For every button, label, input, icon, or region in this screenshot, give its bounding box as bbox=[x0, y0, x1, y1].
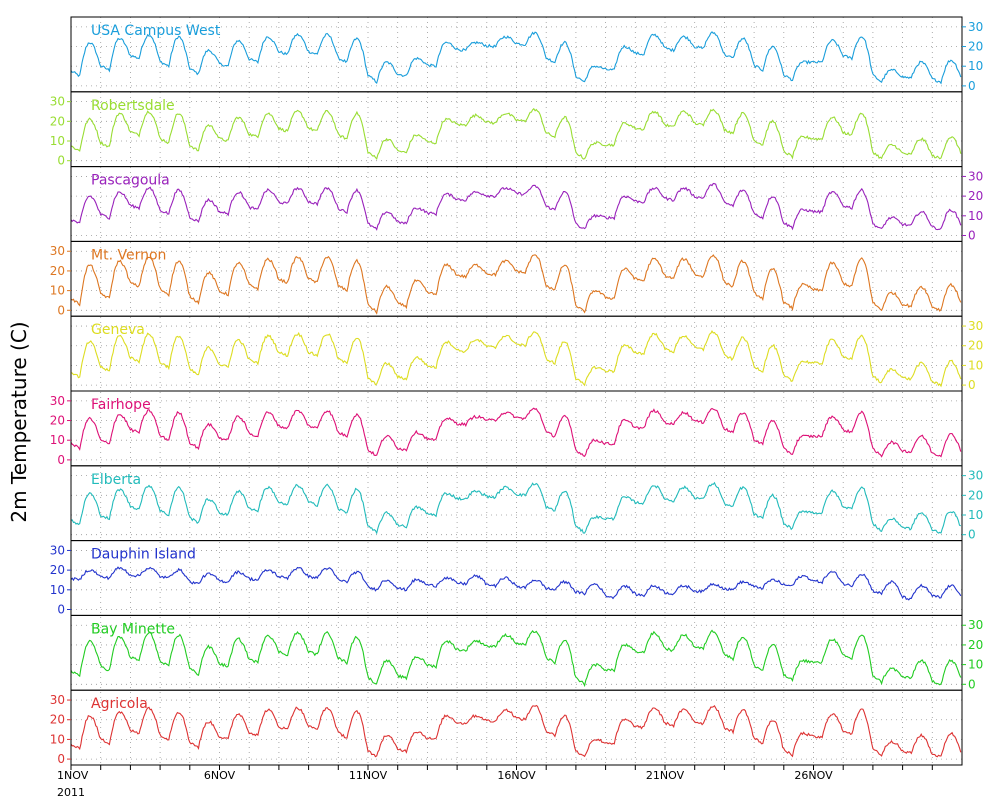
series-line-bay-minette bbox=[70, 629, 962, 688]
series-line-fairhope bbox=[70, 407, 962, 458]
y-tick-label: 0 bbox=[57, 602, 65, 616]
series-label-mt-vernon: Mt. Vernon bbox=[91, 247, 166, 263]
frame-layer bbox=[67, 16, 966, 770]
y-tick-label: 10 bbox=[50, 134, 65, 148]
series-label-fairhope: Fairhope bbox=[91, 397, 151, 413]
y-tick-label: 0 bbox=[57, 303, 65, 317]
y-axis-label: 2m Temperature (C) bbox=[7, 321, 31, 522]
series-label-pascagoula: Pascagoula bbox=[91, 173, 170, 189]
series-line-geneva bbox=[70, 330, 962, 388]
y-tick-label: 30 bbox=[968, 20, 983, 34]
y-tick-label: 30 bbox=[968, 169, 983, 183]
y-tick-label: 0 bbox=[968, 228, 976, 242]
series-line-agricola bbox=[70, 704, 962, 758]
y-tick-label: 0 bbox=[968, 79, 976, 93]
x-tick-label: 26NOV bbox=[794, 769, 833, 782]
series-label-elberta: Elberta bbox=[91, 472, 141, 488]
y-tick-label: 20 bbox=[968, 189, 983, 203]
y-tick-label: 30 bbox=[968, 469, 983, 483]
series-line-dauphin-island bbox=[70, 566, 962, 601]
series-label-usa-campus-west: USA Campus West bbox=[91, 23, 221, 39]
y-tick-label: 0 bbox=[57, 752, 65, 766]
y-tick-label: 30 bbox=[50, 693, 65, 707]
series-line-elberta bbox=[70, 481, 962, 535]
y-tick-label: 20 bbox=[968, 339, 983, 353]
y-tick-label: 20 bbox=[50, 713, 65, 727]
y-tick-label: 10 bbox=[968, 508, 983, 522]
series-layer bbox=[70, 31, 962, 758]
x-tick-label: 21NOV bbox=[646, 769, 685, 782]
y-tick-label: 10 bbox=[50, 732, 65, 746]
series-label-geneva: Geneva bbox=[91, 322, 145, 338]
y-tick-label: 30 bbox=[968, 618, 983, 632]
y-tick-label: 30 bbox=[50, 95, 65, 109]
y-tick-label: 20 bbox=[50, 114, 65, 128]
x-tick-label: 16NOV bbox=[497, 769, 536, 782]
y-tick-label: 10 bbox=[50, 284, 65, 298]
label-layer: USA Campus West 0 10 20 30 Robertsdale 0 10 20 30… bbox=[50, 20, 984, 782]
y-tick-label: 20 bbox=[50, 264, 65, 278]
y-tick-label: 0 bbox=[968, 677, 976, 691]
y-tick-label: 0 bbox=[968, 528, 976, 542]
y-tick-label: 10 bbox=[968, 209, 983, 223]
x-axis-year-label: 2011 bbox=[57, 786, 85, 799]
series-line-pascagoula bbox=[70, 182, 962, 231]
y-tick-label: 30 bbox=[50, 244, 65, 258]
y-tick-label: 20 bbox=[968, 488, 983, 502]
y-tick-label: 30 bbox=[50, 543, 65, 557]
series-line-usa-campus-west bbox=[70, 31, 962, 85]
y-tick-label: 30 bbox=[50, 394, 65, 408]
y-tick-label: 10 bbox=[968, 59, 983, 73]
y-tick-label: 20 bbox=[968, 638, 983, 652]
x-tick-label: 6NOV bbox=[204, 769, 236, 782]
y-tick-label: 10 bbox=[968, 658, 983, 672]
y-tick-label: 30 bbox=[968, 319, 983, 333]
y-tick-label: 10 bbox=[50, 433, 65, 447]
y-tick-label: 20 bbox=[50, 414, 65, 428]
y-tick-label: 0 bbox=[57, 453, 65, 467]
x-tick-label: 1NOV bbox=[57, 769, 89, 782]
series-label-dauphin-island: Dauphin Island bbox=[91, 547, 196, 563]
x-tick-label: 11NOV bbox=[349, 769, 388, 782]
y-tick-label: 0 bbox=[968, 378, 976, 392]
series-label-robertsdale: Robertsdale bbox=[91, 98, 175, 114]
series-label-agricola: Agricola bbox=[91, 696, 148, 712]
y-tick-label: 0 bbox=[57, 154, 65, 168]
y-tick-label: 20 bbox=[968, 40, 983, 54]
series-label-bay-minette: Bay Minette bbox=[91, 621, 175, 637]
series-line-mt-vernon bbox=[70, 254, 962, 315]
y-tick-label: 10 bbox=[50, 583, 65, 597]
series-line-robertsdale bbox=[70, 107, 962, 161]
y-tick-label: 10 bbox=[968, 358, 983, 372]
y-tick-label: 20 bbox=[50, 563, 65, 577]
